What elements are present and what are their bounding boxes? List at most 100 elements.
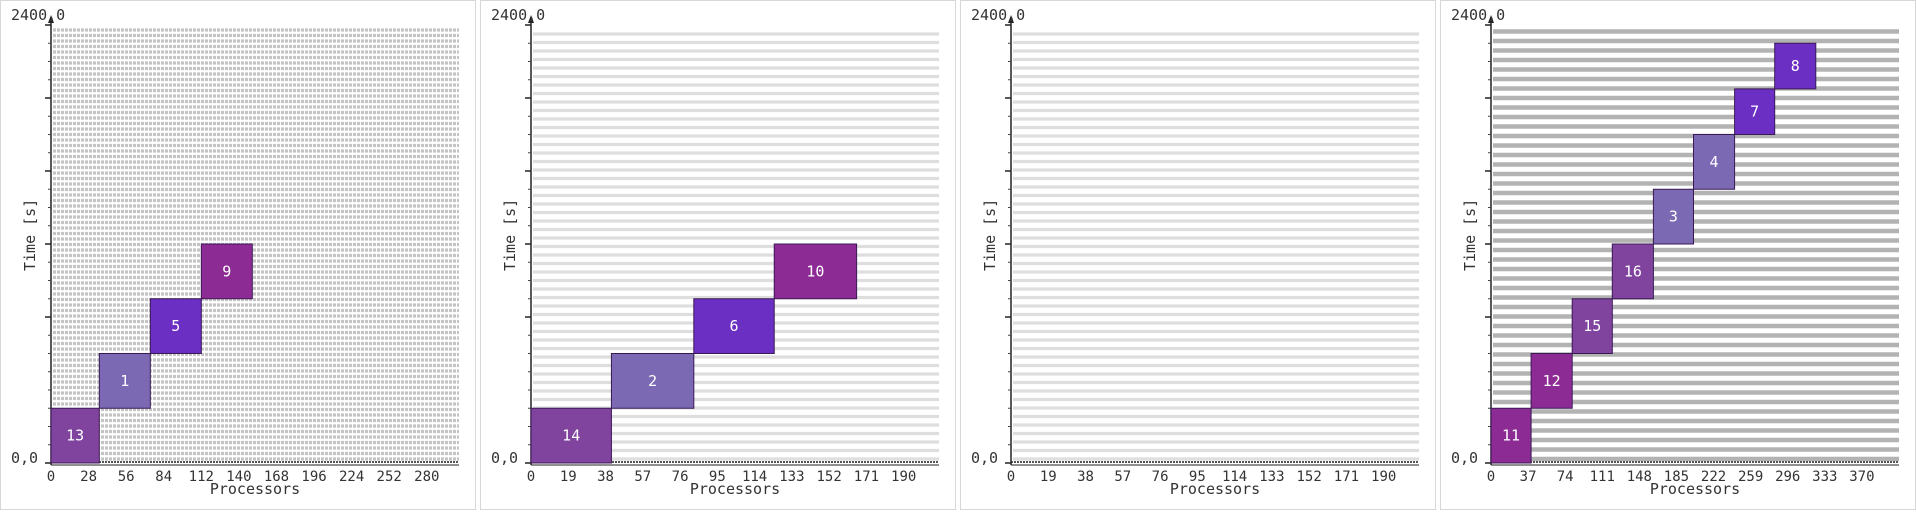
x-tick-label: 38 (1077, 469, 1094, 485)
y-min-label: 0,0 (11, 449, 38, 467)
task-label-15: 15 (1583, 317, 1601, 335)
x-tick-label: 185 (1664, 469, 1689, 485)
x-tick-label: 190 (1371, 469, 1396, 485)
task-label-11: 11 (1502, 427, 1520, 445)
x-tick-label: 133 (779, 469, 804, 485)
task-label-10: 10 (806, 262, 824, 280)
x-axis-title: Processors (1650, 480, 1740, 498)
x-tick-label: 171 (854, 469, 879, 485)
y-axis-title: Time [s] (21, 199, 39, 271)
task-block-6 (693, 298, 775, 354)
x-tick-label: 148 (1627, 469, 1652, 485)
x-tick-label: 76 (1152, 469, 1169, 485)
x-tick-label: 76 (672, 469, 689, 485)
y-axis-arrow (528, 15, 534, 23)
x-tick-label: 152 (1297, 469, 1322, 485)
y-max-label: 2400,0 (11, 6, 65, 24)
y-min-label: 0,0 (1451, 449, 1478, 467)
gantt-panel-2: 0 19 38 57 76 95 114 133 152 171 190 2400,0 0,0 Proce… (480, 0, 956, 510)
task-label-3: 3 (1669, 208, 1678, 226)
x-tick-label: 222 (1701, 469, 1726, 485)
task-block-2 (610, 353, 695, 409)
y-axis-title: Time [s] (981, 199, 999, 271)
x-tick-label: 252 (377, 469, 402, 485)
task-label-7: 7 (1750, 103, 1759, 121)
x-tick-label: 57 (634, 469, 651, 485)
x-tick-label: 133 (1259, 469, 1284, 485)
y-axis-arrow (1488, 15, 1494, 23)
x-tick-label: 370 (1849, 469, 1874, 485)
x-tick-label: 280 (414, 469, 439, 485)
x-tick-label: 56 (118, 469, 135, 485)
task-label-6: 6 (730, 317, 739, 335)
x-tick-label: 224 (339, 469, 364, 485)
x-tick-label: 190 (891, 469, 916, 485)
x-tick-label: 19 (560, 469, 577, 485)
task-block-11 (1490, 407, 1532, 464)
y-axis-arrow (1008, 15, 1014, 23)
x-axis-title: Processors (1170, 480, 1260, 498)
y-max-label: 2400,0 (971, 6, 1025, 24)
x-tick-label: 0 (1007, 469, 1015, 485)
x-tick-label: 111 (1590, 469, 1615, 485)
x-tick-label: 259 (1738, 469, 1763, 485)
task-label-1: 1 (120, 372, 129, 390)
y-axis-title: Time [s] (1461, 199, 1479, 271)
x-tick-label: 37 (1520, 469, 1537, 485)
task-label-12: 12 (1543, 372, 1561, 390)
x-tick-label: 74 (1557, 469, 1574, 485)
y-axis-arrow (48, 15, 54, 23)
x-axis-title: Processors (690, 480, 780, 498)
task-block-4 (1692, 134, 1736, 190)
gantt-panel-4: 0 37 74 111 148 185 222 259 296 333 370 2400,0 0,0 Pr… (1440, 0, 1916, 510)
x-axis-title: Processors (210, 480, 300, 498)
task-block-7 (1734, 88, 1776, 135)
task-label-16: 16 (1624, 262, 1642, 280)
x-tick-label: 0 (527, 469, 535, 485)
x-tick-label: 196 (301, 469, 326, 485)
x-tick-label: 333 (1812, 469, 1837, 485)
task-block-12 (1530, 353, 1573, 409)
task-block-1 (98, 353, 151, 409)
task-block-10 (773, 243, 858, 300)
x-tick-label: 19 (1040, 469, 1057, 485)
task-block-13 (50, 407, 100, 464)
y-max-label: 2400,0 (1451, 6, 1505, 24)
y-axis-title: Time [s] (501, 199, 519, 271)
task-label-4: 4 (1710, 153, 1719, 171)
x-tick-label: 28 (80, 469, 97, 485)
x-tick-label: 57 (1114, 469, 1131, 485)
x-tick-label: 95 (709, 469, 726, 485)
task-block-16 (1611, 243, 1654, 300)
task-block-5 (149, 298, 202, 354)
x-tick-label: 84 (155, 469, 172, 485)
gantt-panel-1: 0 28 56 84 112 140 168 196 224 252 280 2400,0 0,0 Pro… (0, 0, 476, 510)
y-min-label: 0,0 (971, 449, 998, 467)
x-tick-label: 0 (47, 469, 55, 485)
x-tick-label: 171 (1334, 469, 1359, 485)
task-block-3 (1652, 188, 1694, 245)
x-tick-label: 38 (597, 469, 614, 485)
gantt-chart-2: 0 19 38 57 76 95 114 133 152 171 190 2400,0 0,0 Proce… (491, 6, 939, 498)
x-tick-label: 114 (742, 469, 767, 485)
task-block-8 (1774, 42, 1817, 90)
x-tick-label: 112 (189, 469, 214, 485)
y-max-label: 2400,0 (491, 6, 545, 24)
x-tick-label: 0 (1487, 469, 1495, 485)
x-tick-label: 140 (226, 469, 251, 485)
task-block-9 (200, 243, 253, 300)
x-tick-label: 296 (1775, 469, 1800, 485)
x-tick-label: 152 (817, 469, 842, 485)
task-block-14 (530, 407, 612, 464)
task-label-2: 2 (648, 372, 657, 390)
task-block-15 (1571, 298, 1613, 354)
y-min-label: 0,0 (491, 449, 518, 467)
gantt-chart-4: 0 37 74 111 148 185 222 259 296 333 3702400,00,0Pr… (1451, 6, 1899, 498)
task-label-14: 14 (562, 427, 580, 445)
task-label-8: 8 (1791, 57, 1800, 75)
gantt-chart-1: 0 28 56 84 112 140 168 196 224 252 280 2400,0 0,0 Pro… (11, 6, 459, 498)
x-tick-label: 114 (1222, 469, 1247, 485)
gantt-panel-3: 0 19 38 57 76 95 114 133 152 171 190 2400,0 0,0 Proce… (960, 0, 1436, 510)
task-label-9: 9 (222, 262, 231, 280)
task-label-5: 5 (171, 317, 180, 335)
